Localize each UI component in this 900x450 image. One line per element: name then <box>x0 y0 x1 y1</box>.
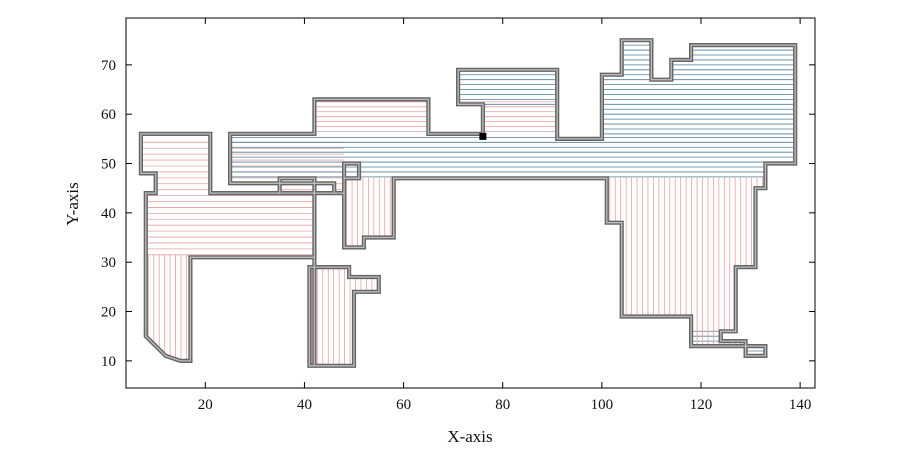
region-boundary <box>138 38 798 368</box>
x-tick-label: 60 <box>396 397 411 413</box>
y-tick-label: 70 <box>101 58 116 74</box>
x-axis-title: X-axis <box>447 427 492 446</box>
y-tick-label: 60 <box>101 107 116 123</box>
boundary-inner <box>140 39 796 367</box>
x-axis: 20 40 60 80 100 120 140 <box>198 18 812 413</box>
y-tick-label: 50 <box>101 157 116 173</box>
x-tick-label: 100 <box>591 397 614 413</box>
x-tick-label: 20 <box>198 397 213 413</box>
y-axis-title: Y-axis <box>63 182 82 225</box>
x-tick-label: 80 <box>495 397 510 413</box>
y-tick-label: 20 <box>101 305 116 321</box>
y-tick-label: 30 <box>101 255 116 271</box>
x-tick-label: 140 <box>789 397 812 413</box>
y-tick-label: 40 <box>101 206 116 222</box>
start-marker-layer <box>479 132 487 140</box>
y-tick-label: 10 <box>101 354 116 370</box>
y-axis: 10 20 30 40 50 60 70 <box>101 58 815 370</box>
x-tick-label: 120 <box>690 397 713 413</box>
start-marker <box>479 132 487 140</box>
plot-frame <box>125 17 816 389</box>
coverage-lines <box>140 40 796 366</box>
x-tick-label: 40 <box>297 397 312 413</box>
